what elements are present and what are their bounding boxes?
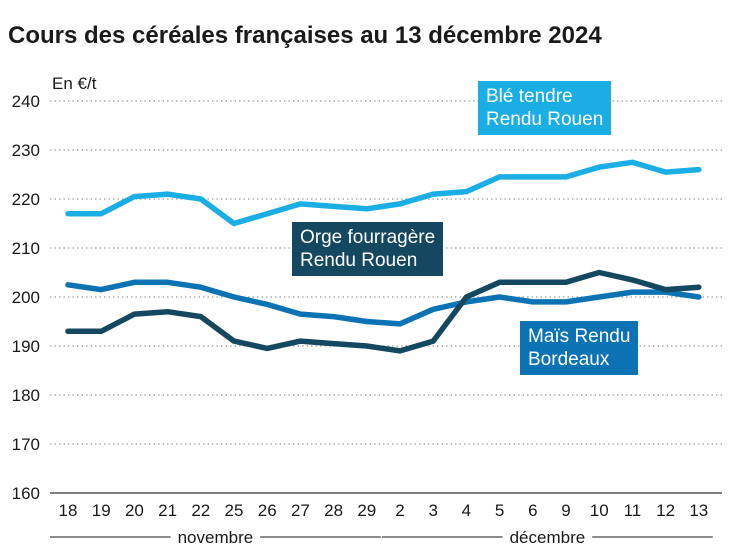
y-tick-label-190: 190 (12, 337, 40, 356)
gridlines (50, 100, 722, 494)
series-label-mais-line2: Bordeaux (528, 349, 610, 370)
x-tick-label-18: 12 (656, 501, 675, 520)
series-label-mais: Maïs Rendu Bordeaux (520, 321, 639, 375)
series-line-mais-rendu-bordeaux (65, 279, 702, 327)
series-lines (65, 159, 702, 354)
x-tick-label-3: 21 (158, 501, 177, 520)
y-axis: 160 170 180 190 200 210 220 230 240 (12, 92, 40, 503)
y-axis-unit-label: En €/t (52, 74, 97, 93)
x-tick-label-7: 27 (291, 501, 310, 520)
x-tick-label-5: 25 (225, 501, 244, 520)
series-label-orge-line1: Orge fourragère (300, 227, 436, 248)
x-axis: 18 19 20 21 22 25 26 27 28 29 2 3 4 5 6 9 10 11 12 13 (59, 501, 709, 520)
y-tick-label-160: 160 (12, 484, 40, 503)
x-tick-label-13: 5 (495, 501, 504, 520)
x-tick-label-12: 4 (462, 501, 471, 520)
series-line-ble-tendre-rendu-rouen (65, 159, 702, 227)
x-tick-label-9: 29 (357, 501, 376, 520)
series-label-ble-line1: Blé tendre (486, 86, 573, 107)
series-label-ble: Blé tendre Rendu Rouen (478, 81, 612, 135)
x-tick-label-2: 20 (125, 501, 144, 520)
series-label-orge: Orge fourragère Rendu Rouen (292, 222, 444, 276)
x-tick-label-14: 6 (528, 501, 537, 520)
x-tick-label-11: 3 (428, 501, 437, 520)
series-label-ble-line2: Rendu Rouen (486, 109, 604, 130)
x-tick-label-6: 26 (258, 501, 277, 520)
x-tick-label-1: 19 (92, 501, 111, 520)
x-tick-label-4: 22 (191, 501, 210, 520)
x-tick-label-17: 11 (624, 501, 642, 520)
x-tick-label-0: 18 (59, 501, 78, 520)
month-groups: novembre décembre (50, 528, 713, 547)
x-tick-label-8: 28 (324, 501, 343, 520)
y-tick-label-170: 170 (12, 435, 40, 454)
y-tick-label-210: 210 (12, 239, 40, 258)
x-tick-label-10: 2 (395, 501, 404, 520)
x-tick-label-15: 9 (561, 501, 570, 520)
y-tick-label-180: 180 (12, 386, 40, 405)
series-label-orge-line2: Rendu Rouen (300, 250, 418, 271)
chart-title: Cours des céréales françaises au 13 déce… (8, 22, 602, 49)
month-label-decembre: décembre (510, 528, 586, 547)
series-line-orge-fourragere-rendu-rouen (65, 269, 702, 354)
y-tick-label-240: 240 (12, 92, 40, 111)
series-label-mais-line1: Maïs Rendu (528, 326, 631, 347)
x-tick-label-16: 10 (590, 501, 609, 520)
y-tick-label-220: 220 (12, 190, 40, 209)
x-tick-label-19: 13 (689, 501, 708, 520)
y-tick-label-230: 230 (12, 141, 40, 160)
y-tick-label-200: 200 (12, 288, 40, 307)
month-label-novembre: novembre (178, 528, 254, 547)
